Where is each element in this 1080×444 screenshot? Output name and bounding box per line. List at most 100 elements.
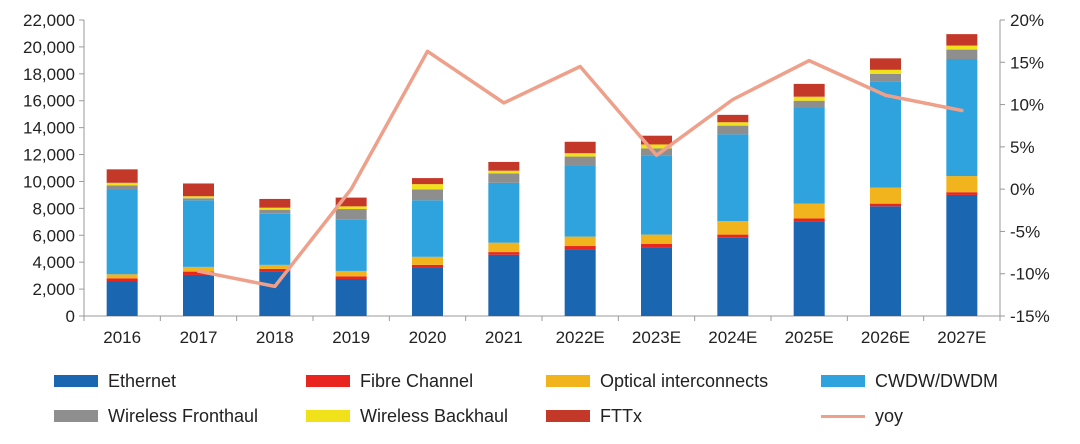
bar-segment-wireless-fronthaul [946, 49, 978, 60]
bar-segment-wireless-fronthaul [717, 125, 749, 135]
bar-segment-wireless-fronthaul [412, 189, 443, 201]
bar-segment-cwdw-dwdm [564, 165, 596, 237]
legend-label: Ethernet [108, 370, 177, 391]
x-tick-label: 2025E [785, 328, 834, 347]
bar-segment-fibre-channel [106, 278, 138, 282]
bar-segment-fttx [641, 135, 672, 145]
x-tick-label: 2017 [180, 328, 218, 347]
bar-segment-optical-interconnects [793, 203, 825, 219]
yoy-point [807, 59, 811, 63]
bar-segment-fibre-channel [183, 271, 214, 275]
right-tick-label: 10% [1010, 96, 1044, 115]
bar-segment-optical-interconnects [488, 242, 520, 253]
x-tick-label: 2027E [937, 328, 986, 347]
yoy-point [884, 93, 887, 97]
right-tick-label: -10% [1010, 265, 1050, 284]
bar-segment-wireless-backhaul [488, 170, 520, 174]
right-tick-label: 20% [1010, 11, 1044, 30]
bar-segment-ethernet [641, 247, 672, 316]
chart: 0 2,000 4,000 6,000 8,000 10,000 12,000 14,000 1… [23, 11, 1050, 347]
bar-segment-optical-interconnects [946, 176, 978, 193]
bar-segment-ethernet [793, 221, 825, 316]
bar-segment-fttx [793, 83, 825, 97]
left-tick-label: 16,000 [23, 92, 75, 111]
legend-swatch [821, 414, 865, 418]
bar-segment-optical-interconnects [106, 274, 138, 279]
bar-segment-wireless-backhaul [793, 96, 825, 101]
bar-segment-wireless-backhaul [870, 69, 901, 74]
bar-segment-wireless-backhaul [412, 184, 443, 190]
right-tick-label: 0% [1010, 180, 1035, 199]
right-tick-label: 5% [1010, 138, 1035, 157]
bar-segment-cwdw-dwdm [335, 219, 367, 271]
yoy-line-layer [196, 49, 964, 289]
bar-segment-wireless-fronthaul [259, 209, 291, 214]
legend-item-ethernet: Ethernet [54, 369, 176, 393]
yoy-point [349, 187, 353, 191]
yoy-point [197, 269, 200, 273]
left-tick-label: 4,000 [32, 253, 75, 272]
axes [79, 19, 1005, 321]
x-tick-label: 2020 [409, 328, 447, 347]
left-tick-label: 0 [66, 307, 75, 326]
bar-segment-wireless-fronthaul [793, 100, 825, 108]
legend-item-cwdw-dwdm: CWDW/DWDM [821, 369, 998, 393]
x-tick-label: 2023E [632, 328, 681, 347]
bar-segment-ethernet [946, 194, 978, 316]
legend-label: Optical interconnects [600, 370, 769, 391]
legend-swatch [306, 375, 350, 387]
bar-segment-optical-interconnects [335, 270, 367, 277]
legend-item-fttx: FTTx [546, 404, 642, 428]
bar-segment-wireless-fronthaul [106, 185, 138, 190]
bar-segment-cwdw-dwdm [946, 59, 978, 177]
bar-segment-optical-interconnects [870, 187, 901, 204]
bar-segment-cwdw-dwdm [412, 200, 443, 257]
bar-segment-cwdw-dwdm [488, 182, 520, 243]
yoy-point [426, 49, 429, 53]
legend-item-yoy: yoy [821, 404, 903, 428]
bar-segment-cwdw-dwdm [106, 189, 138, 275]
x-tick-label: 2021 [485, 328, 523, 347]
left-tick-label: 10,000 [23, 172, 75, 191]
bar-segment-fttx [717, 114, 749, 123]
bar-segment-wireless-backhaul [259, 207, 291, 210]
bar-segment-fttx [488, 161, 520, 171]
bar-segment-optical-interconnects [564, 236, 596, 247]
bar-segment-wireless-backhaul [335, 206, 367, 210]
bar-segment-wireless-fronthaul [183, 198, 214, 201]
bar-segment-fibre-channel [641, 244, 672, 248]
bar-segment-optical-interconnects [259, 264, 291, 269]
left-tick-label: 6,000 [32, 226, 75, 245]
bar-segment-ethernet [335, 279, 367, 316]
legend-swatch [306, 410, 350, 422]
left-tick-label: 12,000 [23, 146, 75, 165]
bar-segment-cwdw-dwdm [259, 213, 291, 265]
yoy-point [502, 101, 506, 105]
bar-segment-fibre-channel [946, 192, 978, 195]
legend-swatch [821, 375, 865, 387]
left-tick-label: 2,000 [32, 280, 75, 299]
legend-item-wireless-backhaul: Wireless Backhaul [306, 404, 508, 428]
bar-segment-fttx [259, 198, 291, 208]
yoy-point [273, 284, 277, 288]
bar-segment-fttx [183, 183, 214, 197]
left-tick-label: 18,000 [23, 65, 75, 84]
bar-segment-fttx [564, 141, 596, 154]
bar-segment-fibre-channel [259, 268, 291, 272]
bar-segment-fibre-channel [793, 218, 825, 222]
bar-segment-ethernet [717, 237, 749, 316]
legend: Ethernet Fibre Channel Optical interconnec… [0, 364, 1080, 444]
yoy-point [960, 108, 964, 112]
legend-label: CWDW/DWDM [875, 370, 998, 391]
x-tick-label: 2026E [861, 328, 910, 347]
legend-item-optical-interconnects: Optical interconnects [546, 369, 768, 393]
bar-segment-wireless-fronthaul [641, 148, 672, 156]
legend-item-wireless-fronthaul: Wireless Fronthaul [54, 404, 258, 428]
bar-segment-cwdw-dwdm [870, 81, 901, 188]
x-tick-label: 2019 [332, 328, 370, 347]
left-tick-label: 14,000 [23, 119, 75, 138]
legend-label: FTTx [600, 405, 642, 426]
bar-segment-fttx [870, 58, 901, 70]
bar-segment-fibre-channel [412, 264, 443, 268]
tick-labels: 0 2,000 4,000 6,000 8,000 10,000 12,000 14,000 1… [23, 11, 1050, 347]
